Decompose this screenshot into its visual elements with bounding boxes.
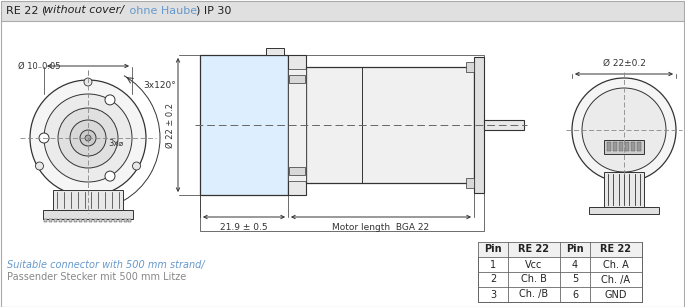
Bar <box>466 178 474 188</box>
Bar <box>53 190 123 210</box>
Circle shape <box>132 162 140 170</box>
Bar <box>289 167 305 175</box>
Bar <box>466 62 474 72</box>
Text: Ø 22±0.2: Ø 22±0.2 <box>603 59 645 68</box>
Bar <box>104 219 107 222</box>
Text: without cover/: without cover/ <box>44 6 124 15</box>
Circle shape <box>80 130 96 146</box>
Bar <box>288 69 306 181</box>
Bar <box>69 219 72 222</box>
Bar <box>200 55 484 231</box>
Text: Pin: Pin <box>566 244 584 255</box>
Circle shape <box>84 78 92 86</box>
Bar <box>613 142 617 151</box>
Text: Suitable connector with 500 mm strand/: Suitable connector with 500 mm strand/ <box>7 260 205 270</box>
Text: 3x⌀: 3x⌀ <box>108 138 123 147</box>
Text: 5: 5 <box>572 274 578 285</box>
Bar <box>288 55 306 195</box>
Bar <box>484 120 524 130</box>
Text: 21.9 ± 0.5: 21.9 ± 0.5 <box>220 223 268 232</box>
Text: 4: 4 <box>572 259 578 270</box>
Circle shape <box>105 95 115 105</box>
Bar <box>266 48 284 55</box>
Text: 3: 3 <box>490 290 496 300</box>
Bar <box>589 207 659 214</box>
Bar <box>604 140 644 154</box>
Bar <box>84 219 87 222</box>
Bar <box>637 142 641 151</box>
Bar <box>64 219 67 222</box>
Bar <box>619 142 623 151</box>
Bar <box>43 210 133 219</box>
Bar <box>119 219 122 222</box>
Circle shape <box>39 133 49 143</box>
Circle shape <box>58 108 118 168</box>
Text: 1: 1 <box>490 259 496 270</box>
Circle shape <box>70 120 106 156</box>
Circle shape <box>44 94 132 182</box>
Text: 2: 2 <box>490 274 496 285</box>
Circle shape <box>85 135 91 141</box>
Text: Ch. A: Ch. A <box>603 259 629 270</box>
Text: Ch. B: Ch. B <box>521 274 547 285</box>
Bar <box>94 219 97 222</box>
Text: RE 22: RE 22 <box>519 244 549 255</box>
Bar <box>289 75 305 83</box>
Bar <box>478 242 642 257</box>
Circle shape <box>105 171 115 181</box>
Bar <box>607 142 611 151</box>
Bar <box>60 219 62 222</box>
Circle shape <box>572 78 676 182</box>
Bar <box>79 219 82 222</box>
Text: RE 22 (: RE 22 ( <box>6 6 47 15</box>
Text: 3x120°: 3x120° <box>143 81 176 91</box>
Text: Ø 22 ± 0.2: Ø 22 ± 0.2 <box>166 103 175 147</box>
Text: Passender Stecker mit 500 mm Litze: Passender Stecker mit 500 mm Litze <box>7 272 186 282</box>
Text: Vcc: Vcc <box>525 259 543 270</box>
Bar <box>109 219 112 222</box>
Bar <box>625 142 629 151</box>
Bar <box>604 172 644 207</box>
Bar <box>123 219 127 222</box>
Bar <box>200 55 288 195</box>
Bar <box>74 219 77 222</box>
Bar <box>45 219 47 222</box>
Bar <box>474 57 484 193</box>
Bar <box>99 219 102 222</box>
Text: ohne Haube: ohne Haube <box>126 6 197 15</box>
Bar <box>89 219 92 222</box>
Bar <box>306 67 474 183</box>
Text: Pin: Pin <box>484 244 502 255</box>
Text: Ch. /B: Ch. /B <box>519 290 549 300</box>
Circle shape <box>30 80 146 196</box>
Text: Ch. /A: Ch. /A <box>601 274 630 285</box>
Circle shape <box>582 88 666 172</box>
Bar <box>129 219 132 222</box>
Text: RE 22: RE 22 <box>601 244 632 255</box>
Bar <box>631 142 635 151</box>
Text: GND: GND <box>605 290 627 300</box>
Bar <box>49 219 53 222</box>
Text: ) IP 30: ) IP 30 <box>196 6 232 15</box>
Circle shape <box>36 162 44 170</box>
Bar <box>54 219 58 222</box>
Bar <box>1 1 684 21</box>
Text: Ø 10₋0.05: Ø 10₋0.05 <box>18 61 60 71</box>
Text: Motor length  BGA 22: Motor length BGA 22 <box>332 223 429 232</box>
Bar <box>114 219 116 222</box>
Bar <box>478 242 642 302</box>
Text: 6: 6 <box>572 290 578 300</box>
